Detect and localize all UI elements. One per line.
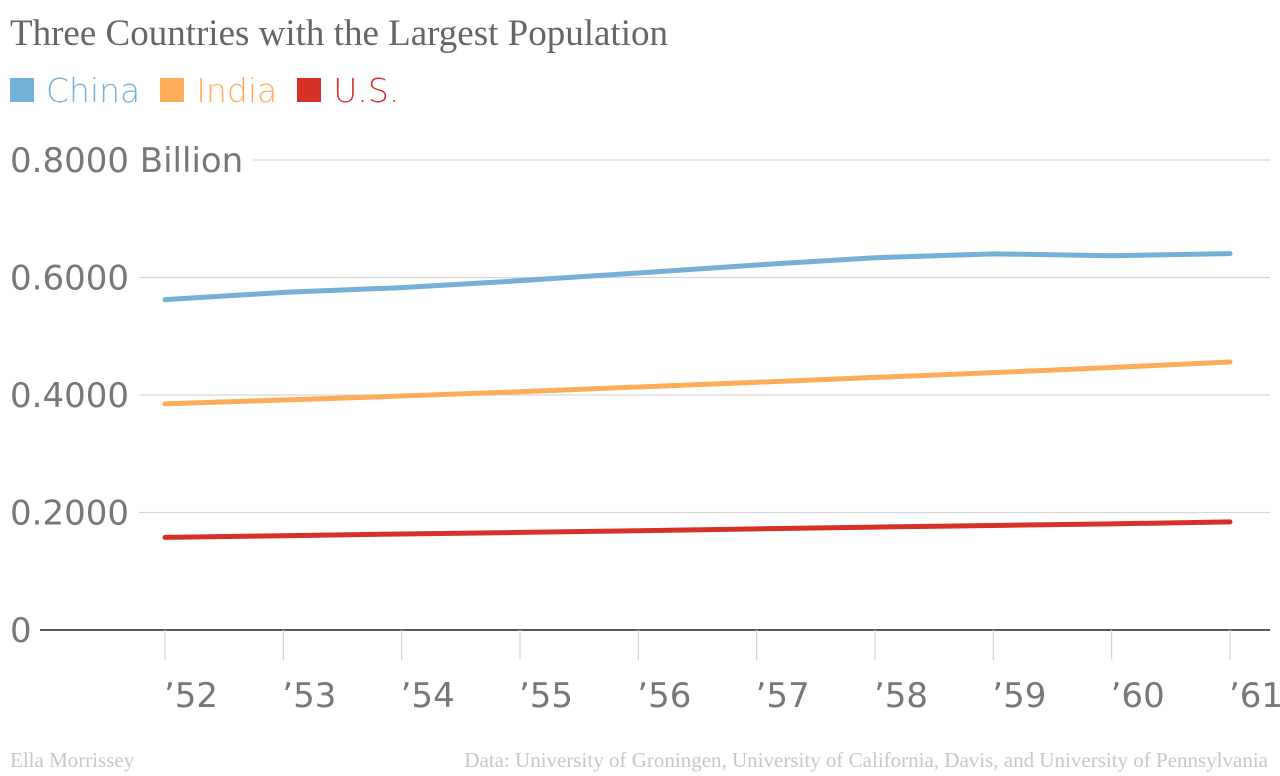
- series-line-us: [162, 519, 1233, 540]
- x-tick-label: ’52: [164, 676, 218, 716]
- y-tick-label: 0.4000: [10, 376, 129, 416]
- y-tick-label: 0.2000: [10, 494, 129, 534]
- x-tick-label: ’57: [756, 676, 810, 716]
- y-tick-label: 0.8000 Billion: [10, 141, 243, 181]
- legend-label: U.S.: [333, 70, 400, 110]
- x-tick-label: ’54: [401, 676, 455, 716]
- y-tick-label: 0.6000: [10, 259, 129, 299]
- x-tick-label: ’53: [282, 676, 336, 716]
- legend-swatch: [160, 78, 185, 102]
- series-line-india: [162, 359, 1233, 407]
- legend-label: China: [46, 70, 141, 110]
- x-tick-label: ’59: [992, 676, 1046, 716]
- legend-swatch: [10, 78, 34, 102]
- x-tick-label: ’58: [874, 676, 928, 716]
- series-line-china: [162, 251, 1233, 303]
- chart-title: Three Countries with the Largest Populat…: [10, 13, 668, 54]
- legend-item-1: China: [10, 71, 140, 110]
- legend: China India U.S.: [10, 68, 419, 112]
- legend-swatch: [297, 78, 322, 102]
- author-credit: Ella Morrissey: [10, 748, 135, 772]
- x-tick-label: ’55: [519, 676, 573, 716]
- x-tick-label: ’61: [1229, 676, 1280, 716]
- x-tick-label: ’56: [637, 676, 691, 716]
- y-tick-label: 0: [10, 611, 32, 651]
- legend-item-3: U.S.: [297, 71, 399, 110]
- legend-item-2: India: [160, 71, 277, 110]
- legend-label: India: [196, 70, 278, 110]
- data-source: Data: University of Groningen, Universit…: [464, 748, 1268, 772]
- x-tick-label: ’60: [1111, 676, 1165, 716]
